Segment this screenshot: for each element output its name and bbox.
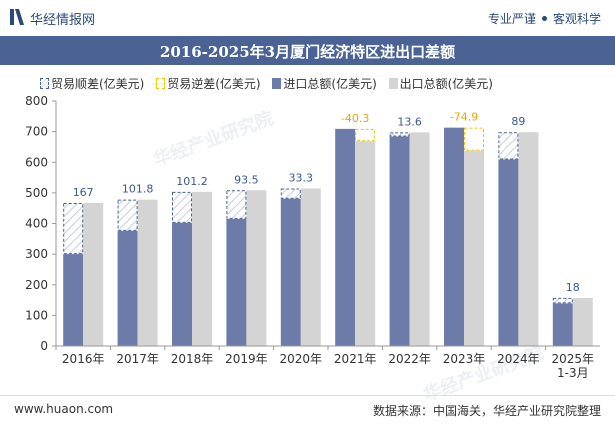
legend-label-deficit: 贸易逆差(亿美元) <box>167 77 261 91</box>
data-label-balance: 18 <box>566 281 580 294</box>
huajing-logo-icon <box>10 9 24 25</box>
footer: www.huaon.com 数据来源：中国海关，华经产业研究院整理 <box>0 395 615 428</box>
legend-label-export: 出口总额(亿美元) <box>399 77 493 91</box>
x-tick-label: 2024年 <box>497 352 540 366</box>
y-tick-label: 300 <box>25 247 48 261</box>
bar-export <box>464 150 484 346</box>
legend-swatch-surplus <box>40 78 49 89</box>
bars-group: 167 101.8 101.2 93.5 33.3 -40.3 13.6 -74.9 89 18 <box>63 111 593 346</box>
y-tick-label: 800 <box>25 94 48 108</box>
x-tick-label: 2016年 <box>62 352 105 366</box>
bar-trade-surplus <box>63 202 84 255</box>
data-label-balance: 93.5 <box>234 173 259 186</box>
bar-import <box>389 136 410 346</box>
x-tick-label: 2023年 <box>443 352 486 366</box>
x-tick-label: 2021年 <box>334 352 377 366</box>
y-tick-label: 700 <box>25 125 48 139</box>
x-tick-label: 2018年 <box>171 352 214 366</box>
legend-label-surplus: 贸易顺差(亿美元) <box>51 77 145 91</box>
data-label-balance: -74.9 <box>450 111 478 124</box>
legend-item-surplus: 贸易顺差(亿美元) <box>40 75 144 92</box>
separator-dot-icon <box>541 16 547 21</box>
y-tick-label: 400 <box>25 217 48 231</box>
bar-trade-surplus <box>389 132 410 137</box>
data-label-balance: 89 <box>511 115 525 128</box>
bar-import <box>226 218 247 346</box>
bar-export <box>518 132 539 346</box>
legend-item-deficit: 贸易逆差(亿美元) <box>156 75 261 92</box>
x-tick-label: 2017年 <box>116 352 159 366</box>
chart-title: 2016-2025年3月厦门经济特区进出口差额 <box>159 43 456 61</box>
bar-trade-surplus <box>280 188 301 199</box>
bar-import <box>498 159 519 346</box>
legend-swatch-export <box>388 78 398 89</box>
bar-export <box>137 199 158 346</box>
data-label-balance: 101.2 <box>176 175 208 188</box>
bar-import <box>63 254 84 346</box>
bar-trade-surplus <box>498 132 519 160</box>
tagline-professional: 专业严谨 <box>487 12 536 26</box>
bar-export <box>409 132 430 346</box>
x-tick-label: 2025年 1-3月 <box>552 352 595 380</box>
x-tick-label: 2022年 <box>388 352 431 366</box>
legend-label-import: 进口总额(亿美元) <box>283 77 377 91</box>
bar-export <box>83 202 104 346</box>
data-label-balance: -40.3 <box>341 112 369 125</box>
bar-export <box>300 188 321 346</box>
legend-swatch-import <box>272 78 282 89</box>
bar-trade-surplus <box>226 190 247 219</box>
footer-source: 数据来源：中国海关，华经产业研究院整理 <box>372 404 601 418</box>
bar-export <box>572 297 593 346</box>
brand-name: 华经情报网 <box>30 13 96 28</box>
bar-trade-surplus <box>552 297 573 304</box>
x-tick-label: 2020年 <box>280 352 323 366</box>
y-axis: 0 100 200 300 400 500 600 700 800 <box>25 94 57 353</box>
bar-import <box>335 128 356 346</box>
data-label-balance: 33.3 <box>289 171 314 184</box>
bar-trade-surplus <box>117 199 138 231</box>
legend-item-import: 进口总额(亿美元) <box>272 75 377 92</box>
bar-import <box>280 198 301 346</box>
bar-import <box>117 230 138 346</box>
bar-trade-deficit <box>355 128 376 142</box>
y-tick-label: 100 <box>25 308 48 322</box>
bar-trade-surplus <box>172 191 192 223</box>
footer-url: www.huaon.com <box>14 402 114 416</box>
tagline-objective: 客观科学 <box>552 12 601 26</box>
data-label-balance: 101.8 <box>122 183 154 196</box>
bar-import <box>552 303 573 346</box>
bar-export <box>192 191 212 346</box>
y-tick-label: 500 <box>25 186 48 200</box>
x-axis: 2016年 2017年 2018年 2019年 2020年 2021年 2022年 2023年… <box>55 345 600 380</box>
data-label-balance: 13.6 <box>397 115 422 128</box>
bar-import <box>444 127 464 346</box>
y-tick-label: 0 <box>40 339 48 353</box>
bar-export <box>246 190 267 346</box>
x-tick-label: 2019年 <box>225 352 268 366</box>
chart-legend: 贸易顺差(亿美元) 贸易逆差(亿美元) 进口总额(亿美元) 出口总额(亿美元) <box>40 75 501 91</box>
legend-swatch-deficit <box>156 78 166 89</box>
tagline: 专业严谨 客观科学 <box>488 10 601 27</box>
top-bar: 华经情报网 专业严谨 客观科学 <box>0 0 615 36</box>
title-bar: 2016-2025年3月厦门经济特区进出口差额 <box>0 36 615 65</box>
bar-import <box>172 222 192 346</box>
bar-export <box>355 141 376 346</box>
bar-chart: 0 100 200 300 400 500 600 700 800 167 101.8 101.2 9… <box>25 94 600 380</box>
legend-item-export: 出口总额(亿美元) <box>388 75 493 92</box>
y-tick-label: 600 <box>25 155 48 169</box>
y-tick-label: 200 <box>25 278 48 292</box>
bar-trade-deficit <box>464 127 484 151</box>
data-label-balance: 167 <box>73 186 94 199</box>
